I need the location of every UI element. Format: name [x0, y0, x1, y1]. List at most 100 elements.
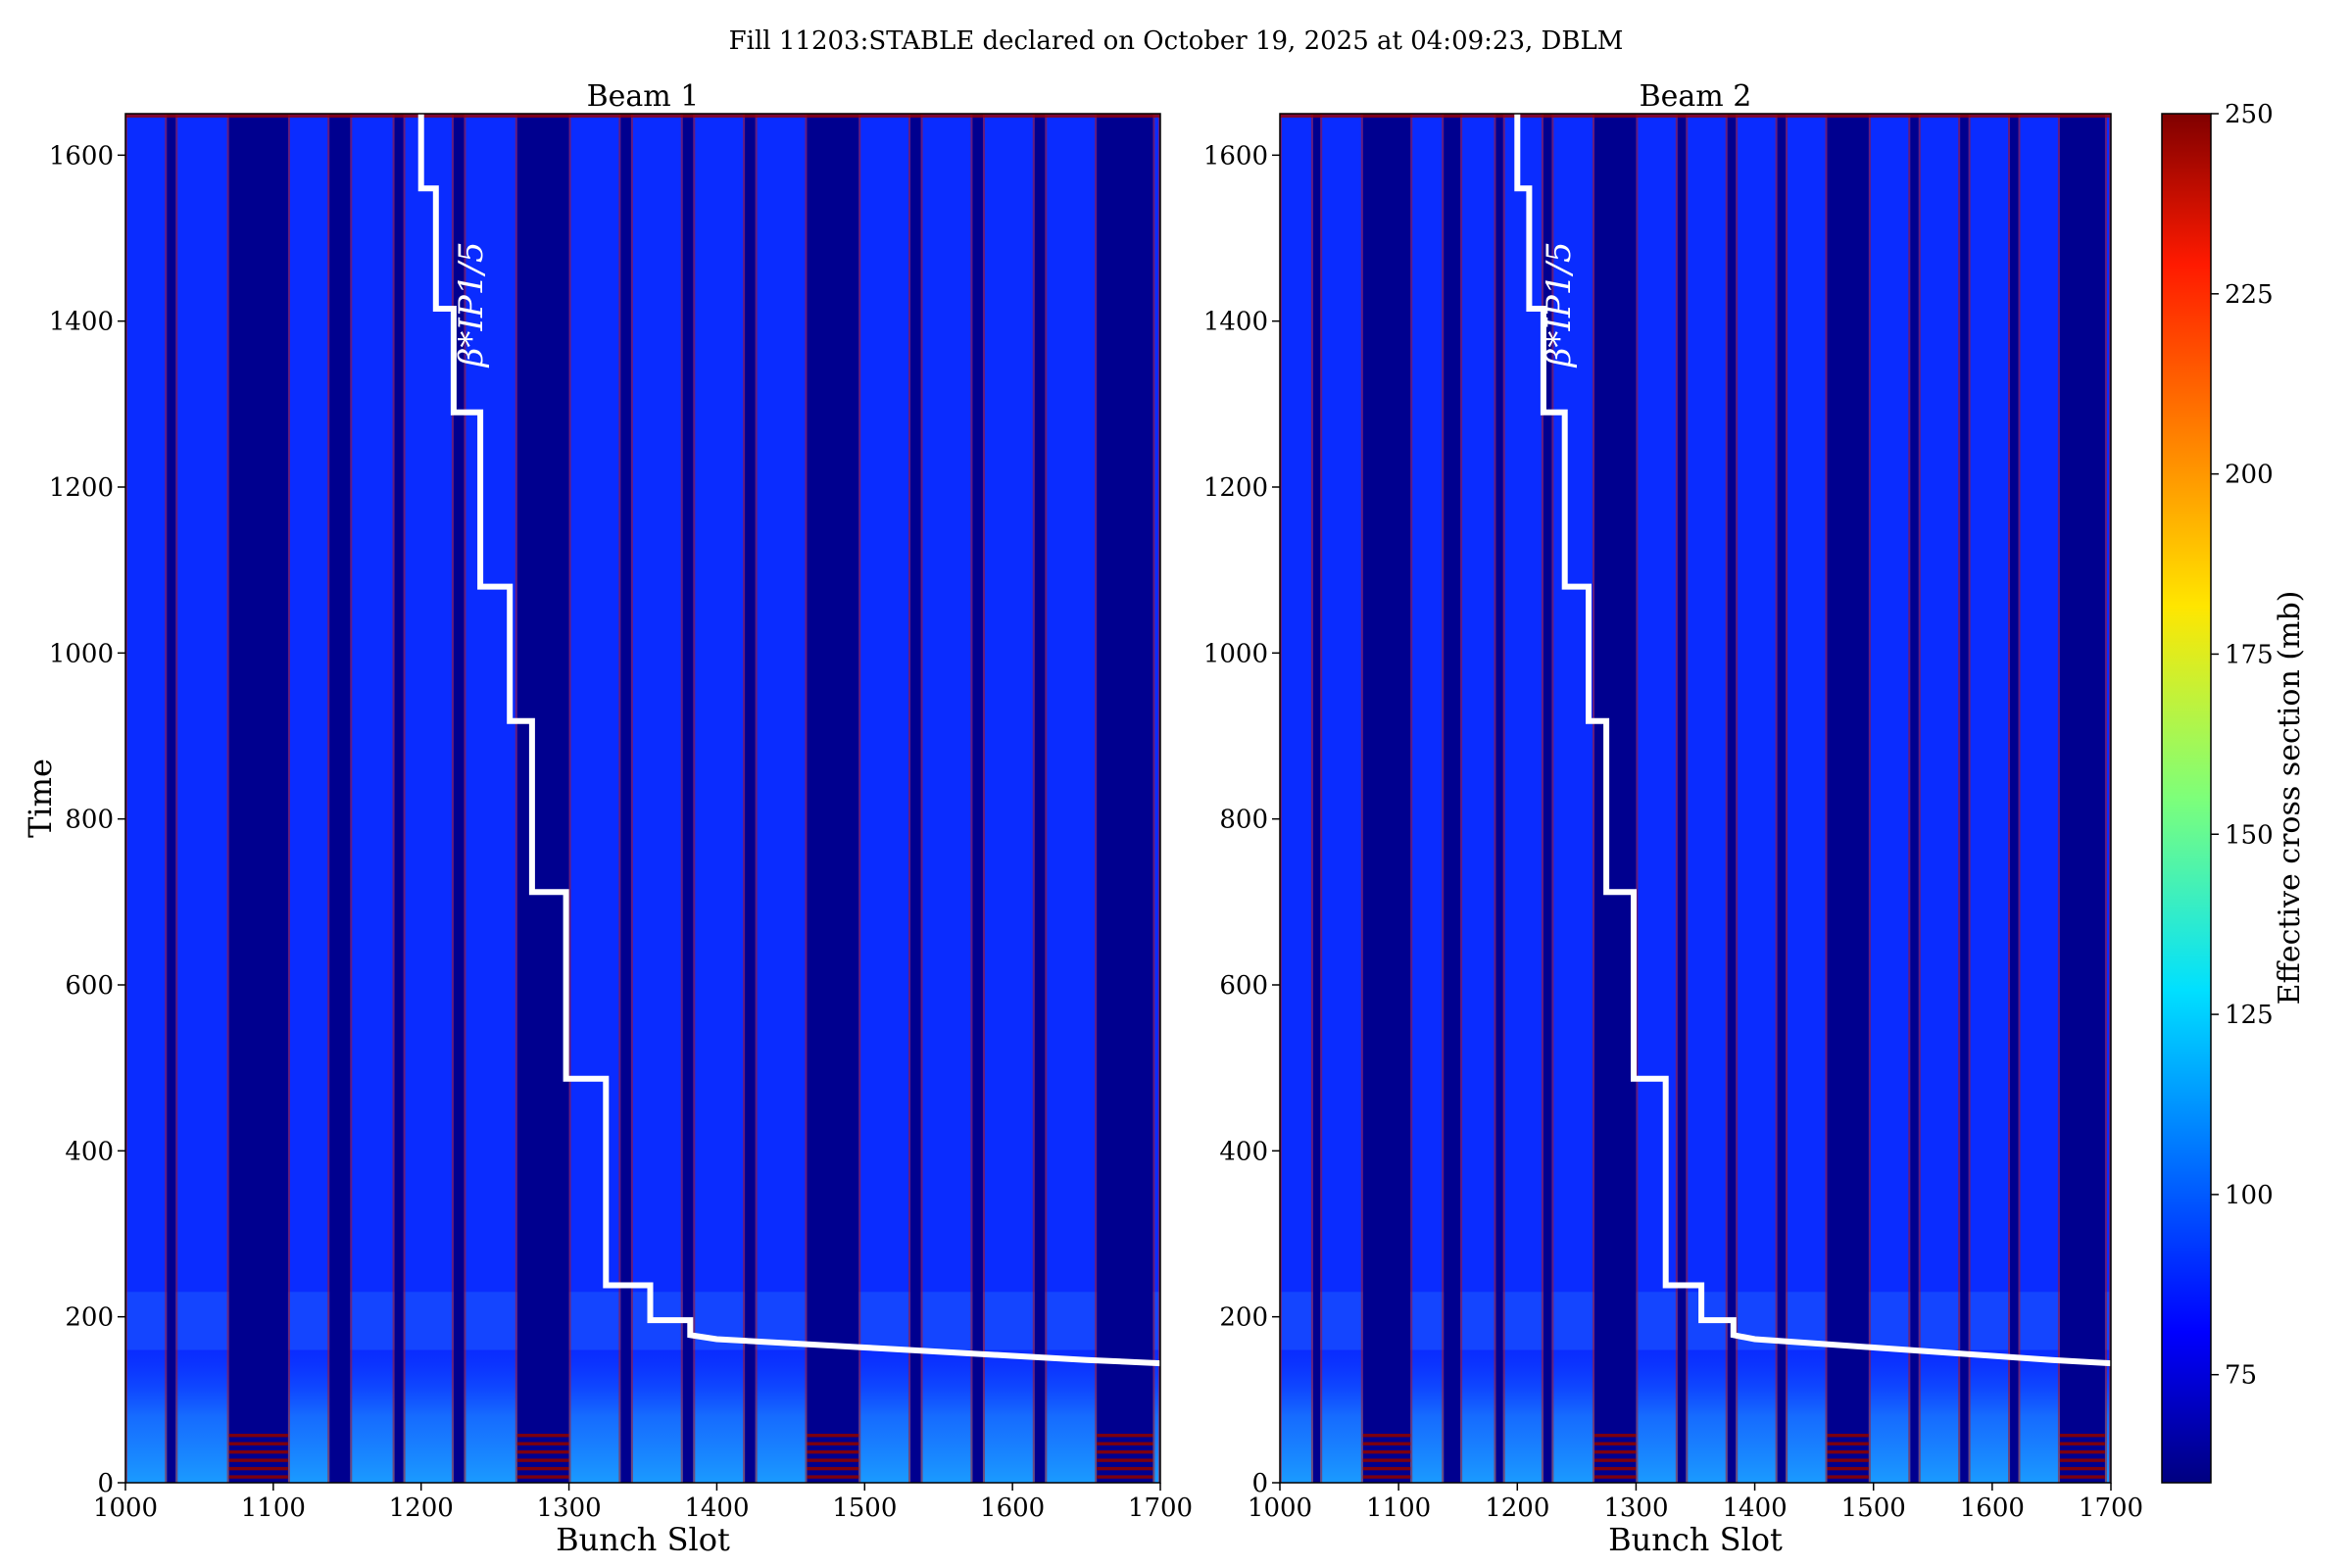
bunch-train	[1410, 114, 1445, 1483]
high-cross-section-row	[1362, 1475, 1411, 1479]
early-fill-region	[982, 1292, 1035, 1350]
train-edge	[226, 114, 229, 1483]
early-fill-region	[125, 1349, 168, 1483]
bunch-train	[403, 114, 454, 1483]
x-tick-label: 1200	[1485, 1494, 1549, 1523]
early-fill-region	[464, 1292, 517, 1350]
bunch-train	[464, 114, 517, 1483]
train-edge	[1494, 114, 1496, 1483]
high-cross-section-row	[1097, 1449, 1153, 1454]
high-cross-section-row	[807, 1449, 859, 1454]
y-tick-label: 400	[1219, 1137, 1268, 1166]
train-edge	[1045, 114, 1048, 1483]
x-tick-label: 1200	[389, 1494, 454, 1523]
high-cross-section-row	[807, 1434, 859, 1438]
bunch-train	[175, 114, 229, 1483]
train-edge	[1032, 114, 1035, 1483]
train-edge	[630, 114, 633, 1483]
train-edge	[464, 114, 466, 1483]
early-fill-region	[1636, 1349, 1678, 1483]
train-edge	[1725, 114, 1728, 1483]
train-edge	[1310, 114, 1313, 1483]
high-cross-section-row	[516, 1466, 569, 1471]
early-fill-region	[693, 1349, 746, 1483]
high-cross-section-row	[1362, 1458, 1411, 1462]
y-tick-label: 1400	[49, 308, 114, 337]
colorbar-tick-label: 150	[2225, 820, 2274, 850]
x-axis-label: Bunch Slot	[1608, 1521, 1783, 1558]
y-tick-label: 800	[65, 806, 114, 835]
high-cross-section-row	[1827, 1475, 1869, 1479]
colorbar-tick-label: 225	[2225, 280, 2274, 310]
high-cross-section-row	[1097, 1466, 1153, 1471]
train-edge	[1825, 114, 1828, 1483]
y-tick-label: 400	[65, 1137, 114, 1166]
train-edge	[1736, 114, 1739, 1483]
train-edge	[618, 114, 621, 1483]
axes-frame	[124, 113, 1161, 1484]
bunch-train	[1686, 114, 1728, 1483]
y-tick-label: 0	[1251, 1469, 1268, 1498]
train-edge	[1786, 114, 1788, 1483]
train-edge	[858, 114, 861, 1483]
train-edge	[1541, 114, 1544, 1483]
x-tick-label: 1600	[980, 1494, 1045, 1523]
early-fill-region	[350, 1349, 395, 1483]
colorbar-tick-label: 100	[2225, 1181, 2274, 1210]
colorbar-label: Effective cross section (mb)	[2273, 591, 2307, 1005]
early-fill-region	[1460, 1292, 1496, 1350]
high-cross-section-row	[228, 1434, 288, 1438]
train-edge	[1360, 114, 1363, 1483]
bunch-train	[1280, 114, 1313, 1483]
high-cross-section-row	[516, 1449, 569, 1454]
colorbar: Effective cross section (mb) 75 100 125 150…	[2161, 100, 2307, 1484]
y-tick-label: 1200	[49, 473, 114, 503]
y-tick-label: 800	[1219, 806, 1268, 835]
high-cross-section-row	[1827, 1458, 1869, 1462]
bunch-train	[858, 114, 911, 1483]
train-edge	[1868, 114, 1871, 1483]
colorbar-tick-label: 75	[2225, 1361, 2257, 1391]
high-cross-section-row	[1362, 1442, 1411, 1446]
train-edge	[1152, 114, 1155, 1483]
bunch-train	[287, 114, 330, 1483]
train-edge	[1686, 114, 1689, 1483]
high-cross-section-row	[1827, 1466, 1869, 1471]
train-edge	[1158, 114, 1160, 1483]
high-cross-section-row	[1097, 1458, 1153, 1462]
high-cross-section-row	[807, 1458, 859, 1462]
early-fill-region	[175, 1349, 229, 1483]
train-edge	[327, 114, 330, 1483]
y-tick-label: 600	[65, 971, 114, 1001]
train-edge	[1918, 114, 1921, 1483]
x-tick-label: 1000	[93, 1494, 158, 1523]
y-tick-label: 1600	[49, 141, 114, 171]
axes-title: Beam 2	[1640, 79, 1752, 114]
train-edge	[175, 114, 178, 1483]
train-edge	[514, 114, 517, 1483]
high-cross-section-row	[1594, 1434, 1637, 1438]
train-edge	[1280, 114, 1282, 1483]
high-cross-section-row	[2059, 1434, 2105, 1438]
early-fill-region	[1918, 1292, 1961, 1350]
early-fill-region	[125, 1292, 168, 1350]
train-edge	[755, 114, 758, 1483]
colorbar-tick-label: 200	[2225, 461, 2274, 490]
early-fill-region	[403, 1292, 454, 1350]
train-edge	[1908, 114, 1911, 1483]
x-tick-label: 1700	[1128, 1494, 1193, 1523]
high-cross-section-row	[516, 1442, 569, 1446]
y-tick-label: 600	[1219, 971, 1268, 1001]
bunch-train	[630, 114, 683, 1483]
early-fill-region	[2018, 1292, 2060, 1350]
bunch-train	[920, 114, 973, 1483]
bunch-train	[2018, 114, 2060, 1483]
high-cross-section-row	[1594, 1466, 1637, 1471]
early-fill-region	[350, 1292, 395, 1350]
early-fill-region	[1045, 1292, 1098, 1350]
x-axis-label: Bunch Slot	[556, 1521, 730, 1558]
high-cross-section-row	[807, 1442, 859, 1446]
train-edge	[1442, 114, 1445, 1483]
bunch-train	[1918, 114, 1961, 1483]
early-fill-region	[1868, 1292, 1911, 1350]
